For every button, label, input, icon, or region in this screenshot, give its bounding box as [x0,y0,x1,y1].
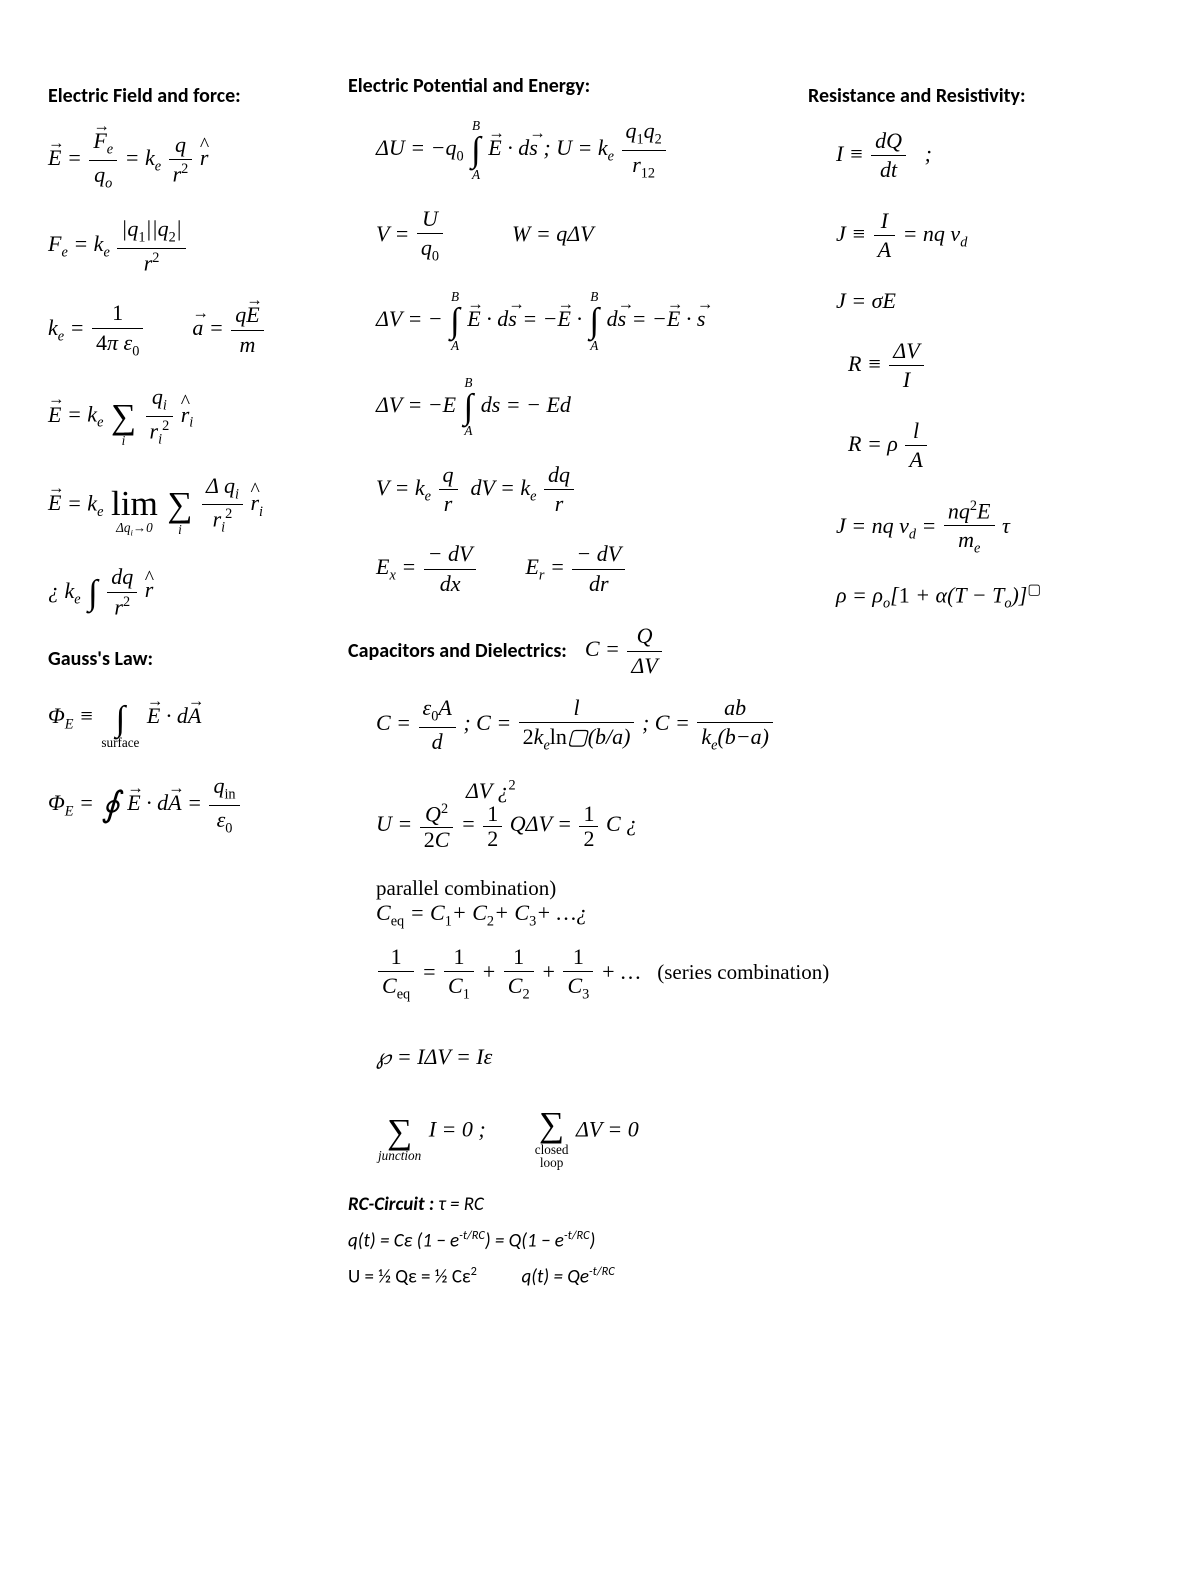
heading-potential: Electric Potential and Energy: [348,74,778,98]
eq-cap-series: 1Ceq = 1C1 + 1C2 + 1C3 + … (series combi… [376,944,778,1004]
eq-R-rho: R = ρ lA [848,418,1108,474]
eq-J-tau: J = nq vd = nq2Eme τ [836,498,1108,558]
heading-capacitors: Capacitors and Dielectrics: C = QΔV [348,623,778,679]
eq-C-def: C = QΔV [585,623,664,679]
eq-E-from-V: Ex = − dVdx Er = − dVdr [376,541,778,597]
note-parallel: parallel combination) [376,876,556,900]
eq-coulomb-force: Fe = ke |q1||q2|r2 [48,216,318,276]
eq-E-integral: ¿ ke ∫ dqr2 r [48,562,318,624]
eq-rho-temp: ρ = ρo[1 + α(T − To)]▢ [836,582,1108,613]
eq-deltaU: ΔU = −q0 B∫A E · ds ; U = ke q1q2r12 [376,118,778,182]
heading-rc-label: RC-Circuit : [348,1193,434,1216]
eq-rc-charging: q(t) = Cε (1 − e-t/RC) = Q(1 − e-t/RC) [348,1228,778,1252]
eq-J-drift: J ≡ IA = nq vd [836,208,1108,264]
heading-electric-field: Electric Field and force: [48,84,318,108]
column-middle: Electric Potential and Energy: ΔU = −q0 … [348,80,778,1295]
eq-gauss-law: ΦE = ∮ E · dA = qinε0 [48,773,318,837]
eq-E-sum: E = ke ∑i qiri2 ri [48,384,318,448]
eq-kirchhoff: ∑junction I = 0 ; ∑closedloop ΔV = 0 [376,1094,778,1169]
column-left: Electric Field and force: E = Feqo = ke … [48,80,318,1295]
eq-V-point: V = ke qr dV = ke dqr [376,462,778,518]
eq-deltaV-lineint: ΔV = − B∫A E · ds = −E · B∫A ds = −E · s [376,290,778,352]
heading-resistance: Resistance and Resistivity: [808,84,1108,108]
column-right: Resistance and Resistivity: I ≡ dQdt ; J… [808,80,1108,1295]
eq-ke-and-accel: ke = 14π ε0 a = qEm [48,300,318,360]
eq-flux-def: ΦE ≡ ∫surface E · dA [48,687,318,749]
eq-rc-energy-discharge: U = ½ Qε = ½ Cε2 q(t) = Qe-t/RC [348,1264,778,1288]
eq-E-definition: E = Feqo = ke qr2 r [48,128,318,192]
eq-current: I ≡ dQdt ; [836,128,1108,184]
eq-power: ℘ = IΔV = Iε [376,1044,778,1070]
rc-tau: τ = RC [434,1193,484,1216]
eq-capacitor-geometries: C = ε0Ad ; C = l2keln▢(b/a) ; C = abke(b… [376,695,778,755]
eq-J-sigmaE: J = σE [836,288,1108,314]
eq-V-and-W: V = Uq0 W = qΔV [376,206,778,266]
heading-rc: RC-Circuit : τ = RC [348,1193,778,1216]
page: Electric Field and force: E = Feqo = ke … [0,0,1200,1343]
heading-capacitors-label: Capacitors and Dielectrics: [348,639,567,663]
eq-deltaV-uniform: ΔV = −E B∫A ds = − Ed [376,376,778,438]
eq-R-def: R ≡ ΔVI [848,338,1108,394]
eq-cap-parallel: parallel combination) Ceq = C1+ C2+ C3+ … [376,875,778,930]
note-series: (series combination) [657,960,829,984]
eq-E-limit: E = ke limΔqi→0 ∑i Δ qiri2 ri [48,473,318,538]
heading-gauss: Gauss's Law: [48,647,318,671]
eq-cap-energy: ΔV ¿2 U = Q22C = 12 QΔV = 12 C ¿ [376,779,778,851]
